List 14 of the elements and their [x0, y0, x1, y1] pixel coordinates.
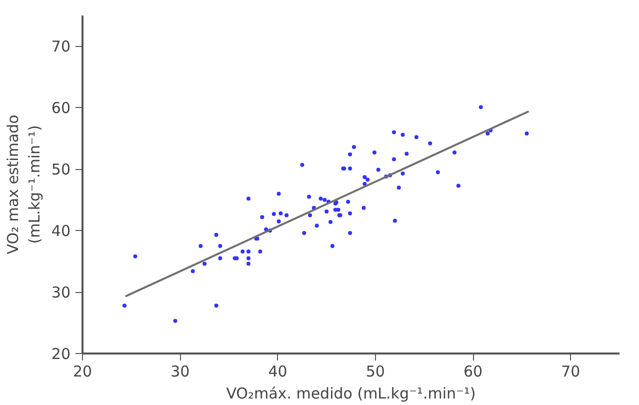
- y-tick-label: 60: [51, 99, 71, 118]
- y-tick-label: 40: [51, 222, 71, 240]
- y-tick-label: 70: [51, 38, 71, 56]
- x-tick-label: 40: [268, 362, 288, 380]
- y-tick-label: 30: [51, 284, 71, 302]
- x-tick-label: 50: [366, 362, 385, 380]
- y-axis-title: VO₂ max estimado (mL.kg⁻¹.min⁻¹): [4, 114, 44, 254]
- x-tick-label: 70: [561, 362, 580, 380]
- y-tick-label: 20: [51, 345, 71, 363]
- x-tick-label: 30: [170, 362, 190, 380]
- y-tick-label: 50: [51, 160, 71, 179]
- x-tick-label: 20: [72, 362, 92, 380]
- x-tick-label: 60: [464, 362, 483, 380]
- x-axis-title: VO₂máx. medido (mL.kg⁻¹.min⁻¹): [226, 384, 476, 402]
